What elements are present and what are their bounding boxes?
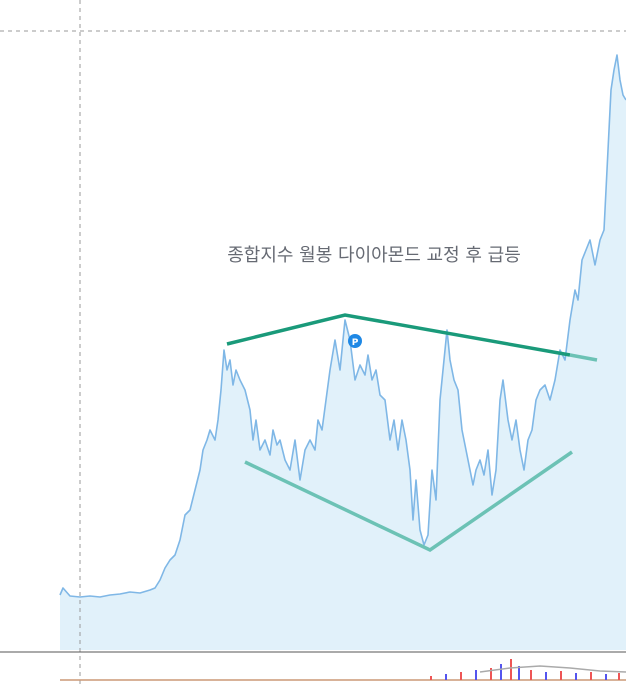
volume-bar [530,670,532,680]
price-area [60,55,626,650]
volume-bar [518,666,520,680]
volume-bar [545,672,547,680]
volume-bar [618,673,620,680]
volume-bar [605,674,607,680]
volume-bar [490,668,492,680]
volume-bar [460,672,462,680]
volume-bar [575,673,577,680]
volume-bar [510,659,512,680]
marker-icon [348,334,362,348]
volume-bar [590,672,592,680]
volume-bar [475,670,477,680]
lower-trendline [244,450,573,553]
volume-average [479,665,626,673]
volume-bar [430,676,432,680]
upper-trendline-extension [569,353,598,362]
annotation: 종합지수 월봉 다이아몬드 교정 후 급등 [227,245,521,266]
price-line [59,54,626,598]
volume-bars [430,659,620,680]
volume-bar [560,671,562,680]
volume-bar [500,664,502,680]
volume-bar [445,674,447,680]
upper-trendline [226,313,571,357]
marker-label: P [352,338,359,348]
